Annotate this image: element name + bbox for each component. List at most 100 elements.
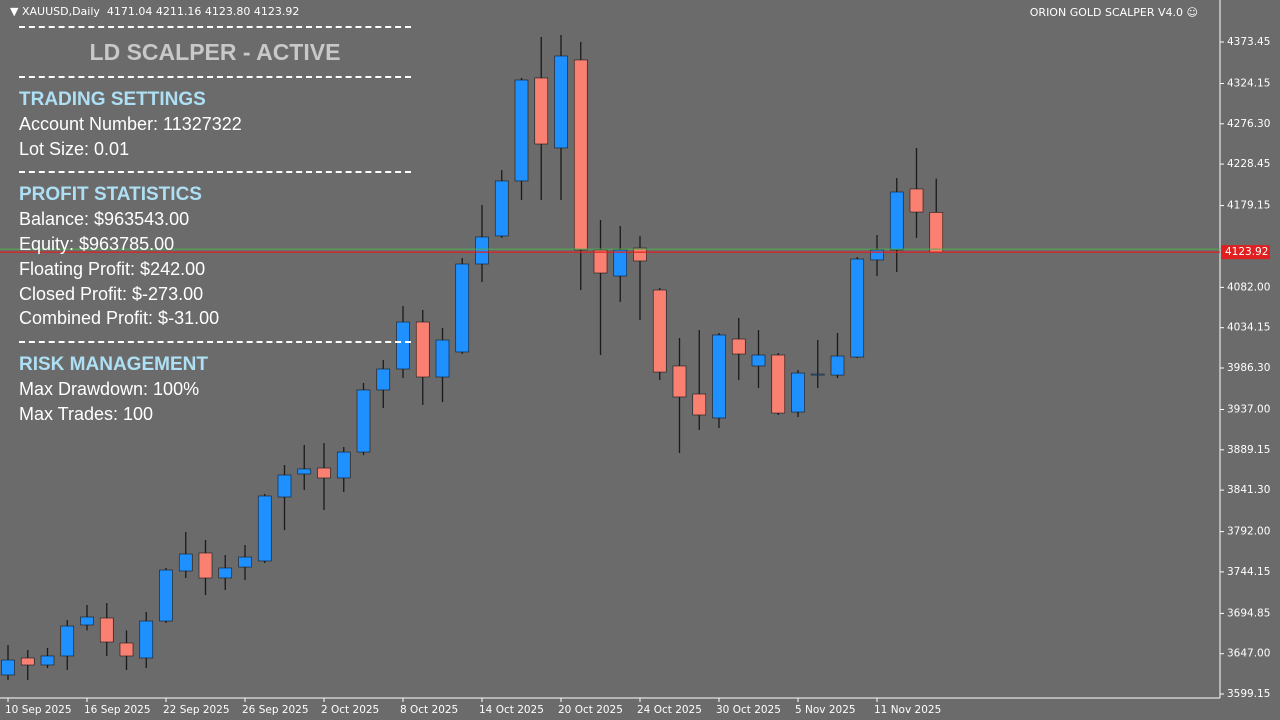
candle-body (494, 180, 509, 237)
separator (19, 26, 411, 28)
candle-body (376, 368, 391, 391)
separator (19, 76, 411, 78)
candle-body (455, 263, 470, 353)
candle-body (238, 556, 252, 568)
y-tick-label: 3792.00 (1227, 526, 1270, 538)
section-item: Equity: $963785.00 (19, 234, 175, 255)
y-tick-label: 4228.45 (1227, 158, 1270, 170)
candle-body (475, 236, 489, 265)
x-tick-label: 22 Sep 2025 (163, 704, 230, 716)
candle-body (672, 365, 687, 398)
candle-body (198, 552, 213, 579)
candle-body (613, 249, 628, 277)
symbol: XAUUSD,Daily (21, 5, 100, 18)
candle-body (909, 188, 924, 213)
panel-section: PROFIT STATISTICS Balance: $963543.00 Equi… (19, 173, 411, 341)
y-tick-label: 3889.15 (1227, 444, 1270, 456)
candle-body (297, 468, 312, 475)
candle-body (80, 616, 94, 626)
candle-body (573, 59, 588, 251)
x-tick-label: 16 Sep 2025 (84, 704, 151, 716)
y-tick-label: 3694.85 (1227, 607, 1270, 619)
expert-name: ORION GOLD SCALPER V4.0 ☺ (1029, 6, 1198, 19)
panel-section: RISK MANAGEMENT Max Drawdown: 100% Max Tra… (19, 343, 411, 436)
candle-body (731, 338, 746, 355)
x-tick-label: 20 Oct 2025 (558, 704, 623, 716)
candle-body (633, 247, 647, 262)
candle-body (415, 321, 430, 378)
candle-body (396, 321, 410, 370)
candle-body (119, 642, 134, 657)
candle-body (534, 77, 549, 145)
candle-body (336, 451, 351, 479)
candle-body (870, 249, 884, 261)
y-tick-label: 3937.00 (1227, 404, 1270, 416)
candle-body (257, 495, 272, 562)
expert-title: ORION GOLD SCALPER V4.0 (1029, 6, 1184, 19)
candle-body (830, 355, 845, 376)
section-heading: RISK MANAGEMENT (19, 353, 208, 375)
separator (19, 171, 411, 174)
candle-body (356, 389, 371, 453)
x-tick-label: 11 Nov 2025 (874, 704, 941, 716)
candle-body (652, 289, 667, 373)
info-panel: LD SCALPER - ACTIVE TRADING SETTINGS Accou… (19, 26, 411, 436)
candle-body (218, 567, 233, 579)
candle-body (435, 339, 450, 378)
section-item: Balance: $963543.00 (19, 209, 190, 230)
candle-body (317, 467, 331, 479)
candle-body (514, 79, 529, 182)
x-tick-label: 26 Sep 2025 (242, 704, 309, 716)
candle-body (60, 625, 75, 657)
y-tick-label: 3841.30 (1227, 484, 1270, 496)
section-heading: TRADING SETTINGS (19, 89, 206, 110)
y-tick-label: 3599.15 (1227, 688, 1270, 700)
candle-body (1, 659, 15, 676)
section-item: Floating Profit: $242.00 (19, 258, 206, 279)
y-tick-label: 4082.00 (1227, 281, 1270, 293)
section-item: Combined Profit: $-31.00 (19, 308, 220, 329)
candle-body (593, 249, 608, 274)
section-item: Lot Size: 0.01 (19, 138, 130, 159)
x-tick-label: 8 Oct 2025 (400, 704, 458, 716)
section-item: Closed Profit: $-273.00 (19, 283, 204, 304)
panel-title: LD SCALPER - ACTIVE (89, 39, 341, 65)
ohlc: 4171.04 4211.16 4123.80 4123.92 (106, 5, 300, 18)
x-tick-label: 5 Nov 2025 (795, 704, 856, 716)
candle-body (751, 354, 766, 367)
section-item: Max Drawdown: 100% (19, 378, 200, 399)
candle-body (277, 474, 292, 498)
candle-body (889, 191, 904, 251)
candle-body (554, 55, 568, 149)
y-tick-label: 4179.15 (1227, 200, 1270, 212)
candle-body (810, 373, 825, 376)
candle-body (692, 393, 707, 416)
chart-header: ▼ XAUUSD,Daily 4171.04 4211.16 4123.80 4… (10, 5, 300, 18)
x-tick-label: 24 Oct 2025 (637, 704, 702, 716)
x-tick-label: 10 Sep 2025 (5, 704, 72, 716)
y-tick-label: 3647.00 (1227, 648, 1270, 660)
candle-body (178, 553, 193, 572)
section-item: Account Number: 11327322 (19, 114, 242, 134)
y-tick-label: 4373.45 (1227, 36, 1270, 48)
candle-body (139, 620, 154, 659)
panel-section: TRADING SETTINGS Account Number: 11327322… (19, 78, 411, 171)
price-tag (1221, 245, 1270, 260)
candle-body (791, 372, 805, 413)
price-tag-label: 4123.92 (1225, 246, 1268, 258)
y-tick-label: 4276.30 (1227, 118, 1270, 130)
candle-body (850, 258, 865, 358)
x-tick-label: 14 Oct 2025 (479, 704, 544, 716)
candle-body (771, 354, 786, 414)
candle-body (40, 655, 55, 666)
candle-body (20, 657, 35, 666)
y-tick-label: 3986.30 (1227, 362, 1270, 374)
candle-body (99, 617, 114, 643)
section-heading: PROFIT STATISTICS (19, 184, 202, 206)
candle-body (929, 212, 944, 253)
x-tick-label: 30 Oct 2025 (716, 704, 781, 716)
separator (19, 340, 411, 343)
section-item: Max Trades: 100 (19, 403, 154, 424)
y-tick-label: 3744.15 (1227, 566, 1270, 578)
